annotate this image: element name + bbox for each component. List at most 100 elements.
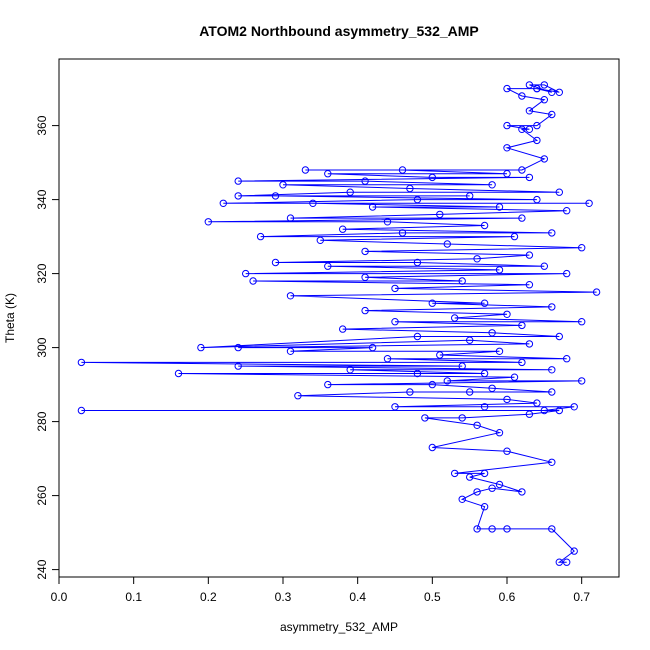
data-point — [458, 495, 466, 503]
data-point — [361, 177, 369, 185]
data-point — [413, 195, 422, 204]
data-point — [548, 366, 556, 374]
data-point — [361, 306, 369, 315]
data-point — [294, 392, 302, 400]
data-point — [548, 525, 556, 533]
data-point — [563, 269, 571, 278]
x-tick-label: 0.5 — [424, 590, 441, 604]
data-point — [428, 443, 436, 452]
data-point — [518, 214, 526, 222]
data-point — [540, 406, 548, 415]
y-axis-label: Theta (K) — [3, 293, 17, 343]
data-point — [391, 403, 399, 411]
data-point — [525, 410, 534, 418]
data-point — [488, 329, 496, 337]
data-point — [540, 96, 548, 104]
x-tick-label: 0.6 — [499, 590, 516, 604]
data-point — [458, 414, 466, 422]
data-point — [443, 377, 451, 385]
data-point — [540, 81, 548, 89]
y-axis: 240 260 280 300 320 340 360 — [35, 115, 60, 580]
data-point — [503, 310, 511, 318]
data-point — [518, 125, 526, 134]
data-point — [256, 232, 265, 241]
data-point — [339, 325, 347, 333]
data-point — [540, 155, 548, 163]
data-point — [480, 299, 489, 307]
chart-title: ATOM2 Northbound asymmetry_532_AMP — [199, 23, 479, 39]
data-point — [518, 166, 526, 174]
data-point — [540, 262, 548, 270]
data-point — [234, 192, 242, 200]
data-point — [249, 277, 257, 285]
data-point — [563, 355, 571, 363]
data-point — [525, 107, 534, 115]
data-point — [473, 488, 481, 496]
data-point — [234, 362, 242, 370]
data-point — [488, 484, 496, 492]
data-point — [518, 358, 526, 367]
y-tick-label: 320 — [35, 263, 49, 283]
data-point — [234, 177, 242, 185]
data-point — [495, 480, 504, 489]
data-point — [398, 166, 407, 174]
data-point — [428, 173, 436, 182]
data-point — [563, 207, 571, 215]
data-point — [309, 199, 317, 208]
data-point — [488, 525, 496, 533]
data-point — [436, 351, 444, 359]
y-tick-label: 360 — [35, 115, 49, 135]
data-point — [503, 144, 511, 152]
x-tick-label: 0.7 — [573, 590, 590, 604]
data-point — [316, 236, 324, 245]
data-point — [548, 110, 556, 119]
data-point — [503, 170, 511, 178]
data-point — [592, 288, 601, 296]
data-point — [503, 395, 511, 404]
data-point — [548, 388, 556, 396]
data-point — [548, 458, 556, 466]
data-point — [271, 192, 280, 200]
data-point — [234, 343, 242, 352]
data-point — [518, 488, 526, 496]
data-series — [77, 81, 601, 566]
data-point — [548, 229, 556, 237]
data-point — [578, 318, 586, 326]
data-point — [563, 558, 571, 566]
data-point — [443, 240, 451, 248]
x-tick-label: 0.2 — [200, 590, 217, 604]
data-point — [533, 121, 541, 130]
data-point — [301, 166, 310, 174]
data-point — [413, 332, 422, 341]
x-tick-label: 0.4 — [349, 590, 366, 604]
data-point — [480, 403, 489, 411]
data-point — [578, 244, 586, 252]
data-point — [346, 188, 354, 196]
data-point — [570, 547, 578, 555]
data-point — [324, 170, 332, 178]
data-point — [555, 406, 563, 415]
data-point — [398, 229, 407, 237]
data-point — [533, 84, 541, 93]
series-line — [81, 84, 597, 563]
y-tick-label: 280 — [35, 411, 49, 431]
data-point — [510, 373, 519, 381]
data-point — [383, 218, 392, 226]
data-point — [219, 199, 228, 208]
data-point — [286, 214, 295, 222]
data-point — [480, 503, 489, 511]
data-point — [413, 369, 422, 378]
data-point — [495, 347, 504, 355]
data-point — [339, 225, 347, 233]
data-point — [525, 251, 534, 259]
y-tick-label: 300 — [35, 337, 49, 357]
data-point — [503, 121, 511, 130]
data-point — [518, 92, 526, 100]
data-point — [391, 284, 399, 293]
data-point — [466, 192, 474, 200]
data-point — [346, 366, 354, 374]
x-tick-label: 0.3 — [275, 590, 292, 604]
data-point — [480, 369, 489, 378]
data-point — [555, 558, 563, 566]
data-point — [458, 277, 466, 285]
